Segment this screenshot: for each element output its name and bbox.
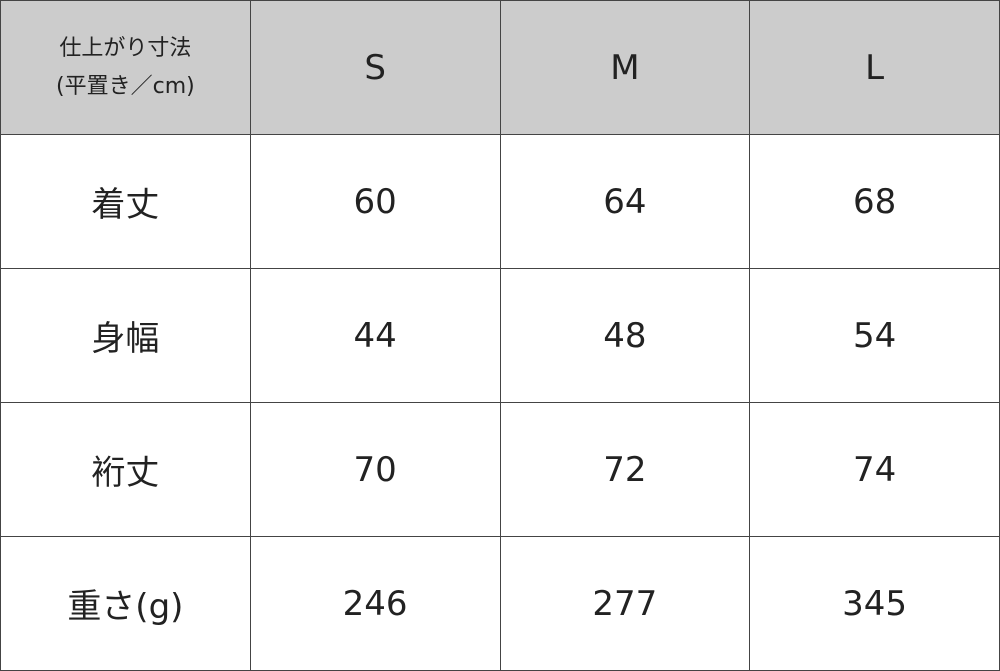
- table-row: 身幅 44 48 54: [0, 268, 1000, 403]
- corner-header-cell: 仕上がり寸法 (平置き／cm): [0, 0, 251, 135]
- row-label: 裄丈: [0, 402, 251, 537]
- table-cell: 48: [499, 268, 751, 403]
- table-row: 着丈 60 64 68: [0, 134, 1000, 269]
- size-header-s: S: [249, 0, 501, 135]
- table-cell: 44: [249, 268, 501, 403]
- table-cell: 277: [499, 536, 751, 671]
- table-cell: 345: [749, 536, 1000, 671]
- table-cell: 74: [749, 402, 1000, 537]
- table-cell: 72: [499, 402, 751, 537]
- row-label: 重さ(g): [0, 536, 251, 671]
- table-cell: 68: [749, 134, 1000, 269]
- corner-title: 仕上がり寸法: [59, 35, 192, 61]
- size-header-l: L: [749, 0, 1000, 135]
- table-row: 重さ(g) 246 277 345: [0, 536, 1000, 671]
- table-cell: 54: [749, 268, 1000, 403]
- corner-subtitle: (平置き／cm): [56, 73, 195, 99]
- size-header-m: M: [499, 0, 751, 135]
- table-cell: 60: [249, 134, 501, 269]
- header-row: 仕上がり寸法 (平置き／cm) S M L: [0, 0, 1000, 135]
- table-cell: 64: [499, 134, 751, 269]
- row-label: 身幅: [0, 268, 251, 403]
- table-cell: 70: [249, 402, 501, 537]
- table-row: 裄丈 70 72 74: [0, 402, 1000, 537]
- table-cell: 246: [249, 536, 501, 671]
- row-label: 着丈: [0, 134, 251, 269]
